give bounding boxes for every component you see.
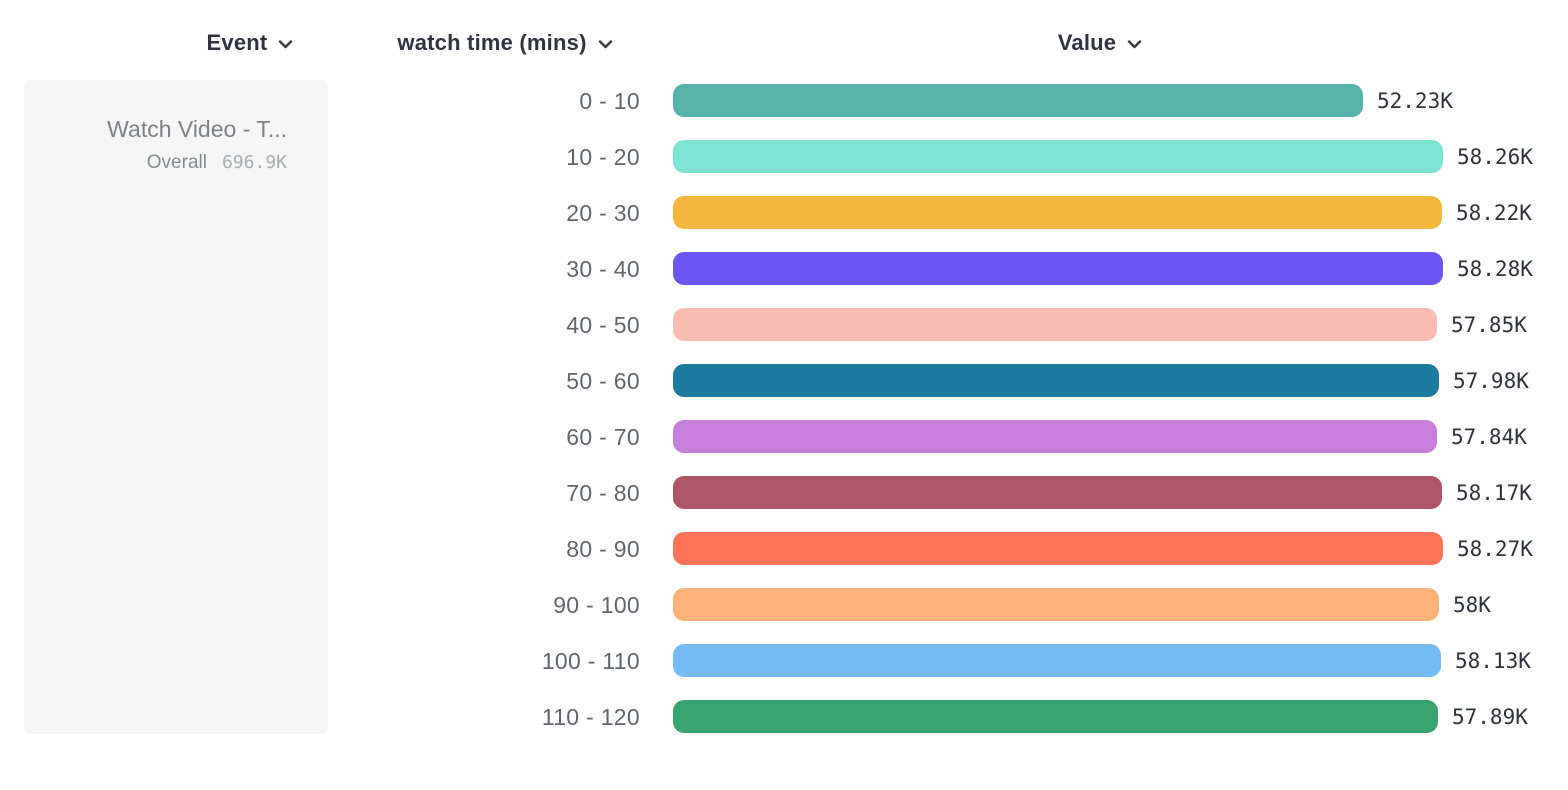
- bar-segment[interactable]: [673, 196, 1442, 229]
- bar-row: 100 - 110 58.13K: [0, 633, 1568, 689]
- event-column-label: Event: [206, 30, 268, 55]
- bar-segment[interactable]: [673, 84, 1363, 117]
- bar-segment[interactable]: [673, 532, 1443, 565]
- bar-row: 60 - 70 57.84K: [0, 409, 1568, 465]
- bar-chart-rows: 0 - 10 52.23K 10 - 20 58.26K 20 - 30 58.22K 30…: [0, 73, 1568, 745]
- bar-segment[interactable]: [673, 140, 1443, 173]
- bar-segment[interactable]: [673, 700, 1438, 733]
- bucket-label: 90 - 100: [553, 592, 640, 618]
- bar-row: 30 - 40 58.28K: [0, 241, 1568, 297]
- bar-row: 70 - 80 58.17K: [0, 465, 1568, 521]
- overall-value: 696.9K: [221, 152, 287, 173]
- event-column-dropdown[interactable]: Event: [100, 26, 400, 60]
- bucket-label: 30 - 40: [566, 256, 640, 282]
- bar-segment[interactable]: [673, 476, 1442, 509]
- chevron-down-icon: [1128, 40, 1142, 49]
- bar-row: 20 - 30 58.22K: [0, 185, 1568, 241]
- bar-segment[interactable]: [673, 644, 1441, 677]
- chevron-down-icon: [598, 40, 612, 49]
- bar-value-label: 58.17K: [1456, 481, 1532, 505]
- chevron-down-icon: [279, 40, 293, 49]
- breakdown-column-label: watch time (mins): [397, 30, 587, 55]
- bar-value-label: 57.98K: [1453, 369, 1529, 393]
- bar-segment[interactable]: [673, 252, 1443, 285]
- bar-row: 90 - 100 58K: [0, 577, 1568, 633]
- bar-segment[interactable]: [673, 420, 1437, 453]
- bucket-label: 20 - 30: [566, 200, 640, 226]
- bucket-label: 110 - 120: [541, 704, 640, 730]
- bucket-label: 60 - 70: [566, 424, 640, 450]
- bar-row: 10 - 20 58.26K: [0, 129, 1568, 185]
- bar-value-label: 58.22K: [1456, 201, 1532, 225]
- bucket-label: 70 - 80: [566, 480, 640, 506]
- bar-row: 40 - 50 57.85K: [0, 297, 1568, 353]
- value-column-label: Value: [1057, 30, 1117, 55]
- bar-value-label: 58.28K: [1457, 257, 1533, 281]
- bar-value-label: 58K: [1453, 593, 1491, 617]
- event-name[interactable]: Watch Video - T...: [107, 116, 287, 142]
- bar-value-label: 57.84K: [1451, 425, 1527, 449]
- event-panel: Watch Video - T... Overall 696.9K: [24, 80, 328, 734]
- overall-row: Overall 696.9K: [24, 152, 287, 174]
- bar-row: 80 - 90 58.27K: [0, 521, 1568, 577]
- bar-value-label: 52.23K: [1377, 89, 1453, 113]
- bar-value-label: 57.89K: [1452, 705, 1528, 729]
- bar-row: 110 - 120 57.89K: [0, 689, 1568, 745]
- bar-row: 0 - 10 52.23K: [0, 73, 1568, 129]
- bar-value-label: 57.85K: [1451, 313, 1527, 337]
- bar-value-label: 58.26K: [1457, 145, 1533, 169]
- bucket-label: 80 - 90: [566, 536, 640, 562]
- bucket-label: 0 - 10: [579, 88, 640, 114]
- overall-label: Overall: [146, 152, 207, 173]
- breakdown-column-dropdown[interactable]: watch time (mins): [355, 26, 655, 60]
- bar-value-label: 58.27K: [1457, 537, 1533, 561]
- bucket-label: 100 - 110: [541, 648, 640, 674]
- bar-segment[interactable]: [673, 588, 1439, 621]
- bucket-label: 40 - 50: [566, 312, 640, 338]
- bucket-label: 10 - 20: [566, 144, 640, 170]
- bar-segment[interactable]: [673, 364, 1439, 397]
- bar-segment[interactable]: [673, 308, 1437, 341]
- bar-value-label: 58.13K: [1455, 649, 1531, 673]
- value-column-dropdown[interactable]: Value: [950, 26, 1250, 60]
- bucket-label: 50 - 60: [566, 368, 640, 394]
- bar-row: 50 - 60 57.98K: [0, 353, 1568, 409]
